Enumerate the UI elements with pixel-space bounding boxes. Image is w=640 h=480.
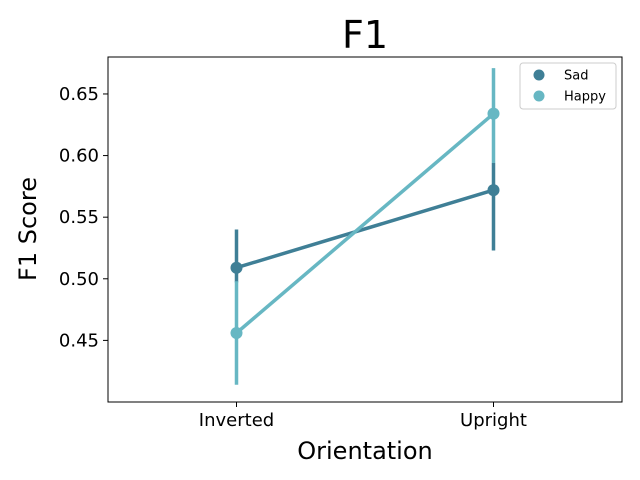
y-tick-label: 0.55 — [59, 207, 99, 228]
plot-frame — [107, 56, 623, 403]
y-tick-label: 0.60 — [59, 146, 99, 167]
x-tick-label: Upright — [460, 410, 527, 431]
legend-marker-sad — [533, 69, 545, 81]
series-line-happy — [235, 112, 495, 335]
legend-label-sad: Sad — [564, 69, 588, 84]
x-tick-label: Inverted — [199, 410, 274, 431]
legend-marker-happy — [533, 90, 545, 102]
series-line-sad — [235, 188, 495, 270]
y-tick-label: 0.45 — [59, 330, 99, 351]
data-point-happy — [487, 107, 500, 120]
axis-ticks: 0.45 0.50 0.55 0.60 0.65 Inverted Upright — [59, 84, 527, 431]
data-point-happy — [230, 327, 243, 339]
y-axis-label: F1 Score — [14, 177, 42, 281]
data-point-sad — [230, 261, 243, 274]
plot-area — [107, 56, 623, 403]
chart-title: F1 — [342, 13, 388, 57]
legend-label-happy: Happy — [564, 90, 606, 105]
y-tick-label: 0.65 — [59, 84, 99, 105]
x-axis-label: Orientation — [297, 437, 433, 465]
y-tick-label: 0.50 — [59, 269, 99, 290]
data-point-sad — [487, 184, 500, 197]
legend: Sad Happy — [519, 62, 617, 110]
